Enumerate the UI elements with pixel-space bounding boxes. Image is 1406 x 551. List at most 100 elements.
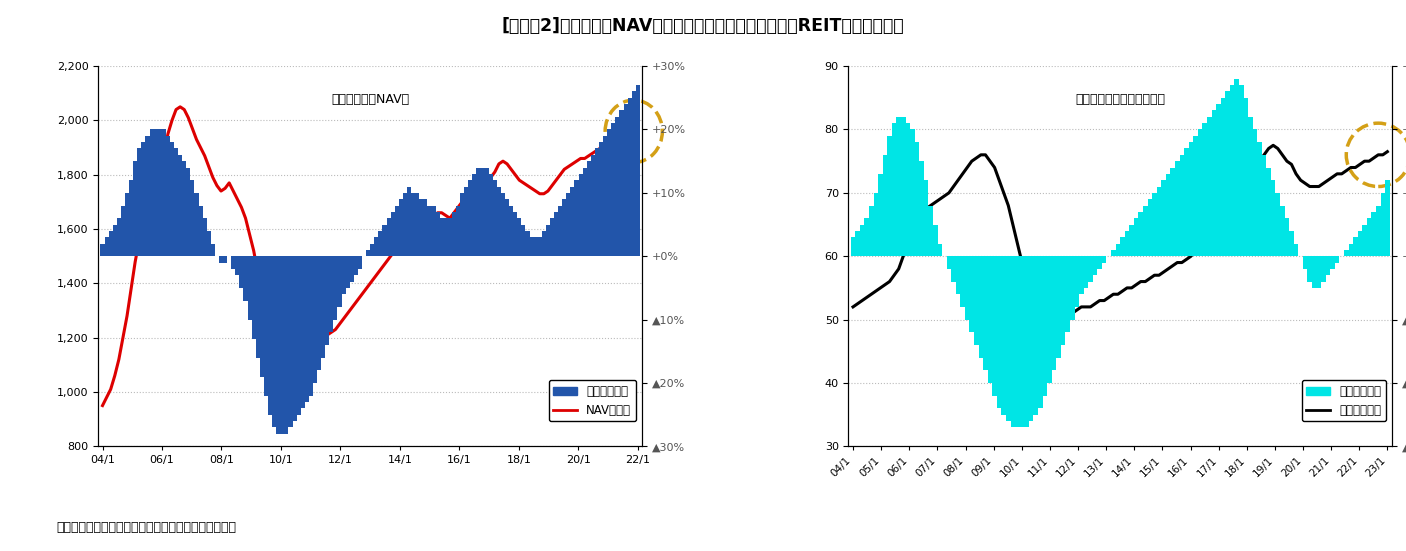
Bar	[599, 142, 603, 256]
Bar	[883, 155, 887, 256]
Bar	[1353, 237, 1358, 256]
Bar	[997, 256, 1001, 408]
Bar	[1234, 79, 1239, 256]
Bar	[366, 250, 370, 256]
Bar	[260, 256, 264, 377]
Bar	[321, 256, 325, 358]
Bar	[1015, 256, 1019, 428]
Bar	[354, 256, 359, 276]
Bar	[183, 161, 186, 256]
Bar	[988, 256, 993, 383]
Bar	[337, 256, 342, 307]
Bar	[897, 117, 901, 256]
Bar	[235, 256, 239, 276]
Bar	[627, 98, 631, 256]
Bar	[198, 206, 202, 256]
Bar	[537, 237, 541, 256]
Bar	[297, 256, 301, 414]
Bar	[359, 256, 361, 269]
Bar	[399, 199, 404, 256]
Bar	[928, 206, 934, 256]
Bar	[468, 180, 472, 256]
Bar	[134, 161, 138, 256]
Bar	[496, 186, 501, 256]
Bar	[1060, 256, 1066, 345]
Bar	[419, 199, 423, 256]
Bar	[1088, 256, 1092, 282]
Bar	[910, 129, 915, 256]
Bar	[1184, 149, 1188, 256]
Bar	[1188, 142, 1194, 256]
Bar	[1029, 256, 1033, 421]
Bar	[530, 237, 534, 256]
Bar	[1216, 104, 1220, 256]
Bar	[952, 256, 956, 282]
Bar	[623, 104, 627, 256]
Bar	[1161, 180, 1166, 256]
Bar	[1358, 231, 1362, 256]
Bar	[860, 225, 865, 256]
Bar	[1038, 256, 1043, 408]
Bar	[1025, 256, 1029, 428]
Bar	[1102, 256, 1107, 263]
Bar	[558, 206, 562, 256]
Bar	[1047, 256, 1052, 383]
Bar	[239, 256, 243, 288]
Bar	[423, 199, 427, 256]
Bar	[983, 256, 988, 370]
Bar	[1249, 117, 1253, 256]
Bar	[1206, 117, 1212, 256]
Bar	[284, 256, 288, 434]
Bar	[586, 161, 591, 256]
Bar	[485, 168, 489, 256]
Bar	[1084, 256, 1088, 288]
Bar	[108, 231, 112, 256]
Bar	[1367, 218, 1371, 256]
Bar	[616, 117, 620, 256]
Bar	[869, 206, 873, 256]
Bar	[509, 206, 513, 256]
Bar	[970, 256, 974, 332]
Bar	[920, 161, 924, 256]
Bar	[887, 136, 891, 256]
Bar	[595, 149, 599, 256]
Bar	[329, 256, 333, 332]
Bar	[157, 129, 162, 256]
Bar	[314, 256, 316, 383]
Text: [図表－2]１口当たりNAVと１口当たり予想分配金（東証REIT指数ベース）: [図表－2]１口当たりNAVと１口当たり予想分配金（東証REIT指数ベース）	[502, 17, 904, 35]
Bar	[382, 225, 387, 256]
Bar	[1316, 256, 1322, 288]
Bar	[873, 193, 879, 256]
Bar	[346, 256, 350, 288]
Bar	[1056, 256, 1060, 358]
Bar	[1385, 180, 1389, 256]
Bar	[117, 218, 121, 256]
Bar	[432, 206, 436, 256]
Bar	[276, 256, 280, 434]
Bar	[391, 212, 395, 256]
Bar	[612, 123, 616, 256]
Bar	[333, 256, 337, 320]
Bar	[404, 193, 406, 256]
Bar	[207, 231, 211, 256]
Bar	[1267, 168, 1271, 256]
Bar	[1279, 206, 1285, 256]
Bar	[956, 256, 960, 294]
Bar	[1198, 129, 1202, 256]
Bar	[472, 174, 477, 256]
Bar	[1334, 256, 1340, 263]
Bar	[252, 256, 256, 338]
Bar	[938, 244, 942, 256]
Bar	[915, 142, 920, 256]
Bar	[603, 136, 607, 256]
Bar	[582, 168, 586, 256]
Bar	[550, 218, 554, 256]
Bar	[607, 129, 612, 256]
Bar	[166, 136, 170, 256]
Bar	[288, 256, 292, 428]
Bar	[395, 206, 399, 256]
Bar	[1133, 218, 1139, 256]
Bar	[460, 193, 464, 256]
Bar	[591, 155, 595, 256]
Bar	[162, 129, 166, 256]
